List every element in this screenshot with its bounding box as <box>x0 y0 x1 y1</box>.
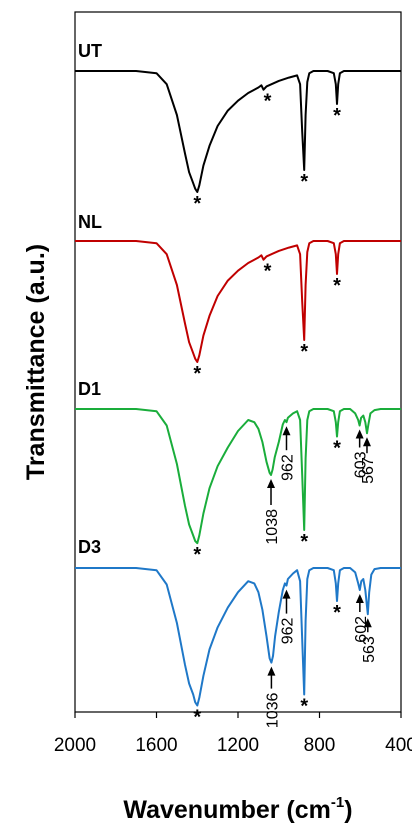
spectra-group: UT NL D1 D3 <box>75 41 401 707</box>
asterisk-mark: * <box>193 193 201 215</box>
series-label-d1: D1 <box>78 379 101 399</box>
asterisk-mark: * <box>300 171 308 193</box>
band-label-602: 602 <box>353 594 370 643</box>
asterisk-mark: * <box>333 602 341 624</box>
x-axis-label-superscript: -1 <box>331 794 344 811</box>
x-axis-label: Wavenumber (cm-1) <box>123 794 352 824</box>
band-number: 962 <box>279 618 296 645</box>
series-label-nl: NL <box>78 212 102 232</box>
arrow-head <box>355 429 364 439</box>
asterisk-mark: * <box>193 707 201 729</box>
band-label-962: 962 <box>279 426 296 481</box>
asterisk-mark: * <box>264 91 272 113</box>
arrow-head <box>267 666 276 676</box>
band-label-567: 567 <box>360 437 377 484</box>
x-tick-label: 1200 <box>217 735 259 756</box>
spectrum-line-d3 <box>75 567 401 707</box>
asterisk-mark: * <box>333 438 341 460</box>
asterisk-mark: * <box>264 261 272 283</box>
arrow-head <box>267 479 276 488</box>
band-number: 1038 <box>264 509 281 545</box>
arrow-head <box>282 589 291 599</box>
asterisk-mark: * <box>333 105 341 127</box>
asterisk-mark: * <box>193 363 201 385</box>
asterisk-mark: * <box>300 341 308 363</box>
band-label-1036: 1036 <box>264 666 281 728</box>
asterisk-mark: * <box>193 544 201 566</box>
series-label-d3: D3 <box>78 537 101 557</box>
x-axis-label-end: ) <box>344 796 352 824</box>
series-label-ut: UT <box>78 41 102 61</box>
band-number: 1036 <box>264 692 281 728</box>
band-number: 602 <box>353 616 370 643</box>
arrow-head <box>282 426 291 436</box>
plot-frame <box>74 11 402 713</box>
spectrum-line-nl <box>75 240 401 363</box>
band-number: 603 <box>353 451 370 478</box>
x-axis-ticks: 2000 1600 1200 800 400 <box>54 712 412 756</box>
band-label-1038: 1038 <box>264 479 281 545</box>
band-label-962: 962 <box>279 589 296 645</box>
band-label-563: 563 <box>361 618 378 663</box>
asterisk-mark: * <box>300 696 308 718</box>
band-number: 567 <box>360 457 377 484</box>
spectrum-line-ut <box>75 70 401 193</box>
x-axis-label-main: Wavenumber (cm <box>123 796 330 824</box>
arrow-head <box>362 437 371 447</box>
y-axis-label: Transmittance (a.u.) <box>22 244 50 480</box>
asterisk-mark: * <box>300 531 308 553</box>
arrow-head <box>363 618 372 628</box>
x-tick-label: 800 <box>304 735 336 756</box>
x-tick-label: 400 <box>385 735 412 756</box>
x-tick-label: 2000 <box>54 735 96 756</box>
band-label-603: 603 <box>353 429 370 478</box>
spectrum-line-d1 <box>75 408 401 545</box>
band-number: 563 <box>361 636 378 663</box>
asterisk-mark: * <box>333 275 341 297</box>
band-number: 962 <box>279 454 296 481</box>
arrow-head <box>355 594 364 603</box>
x-tick-label: 1600 <box>135 735 177 756</box>
